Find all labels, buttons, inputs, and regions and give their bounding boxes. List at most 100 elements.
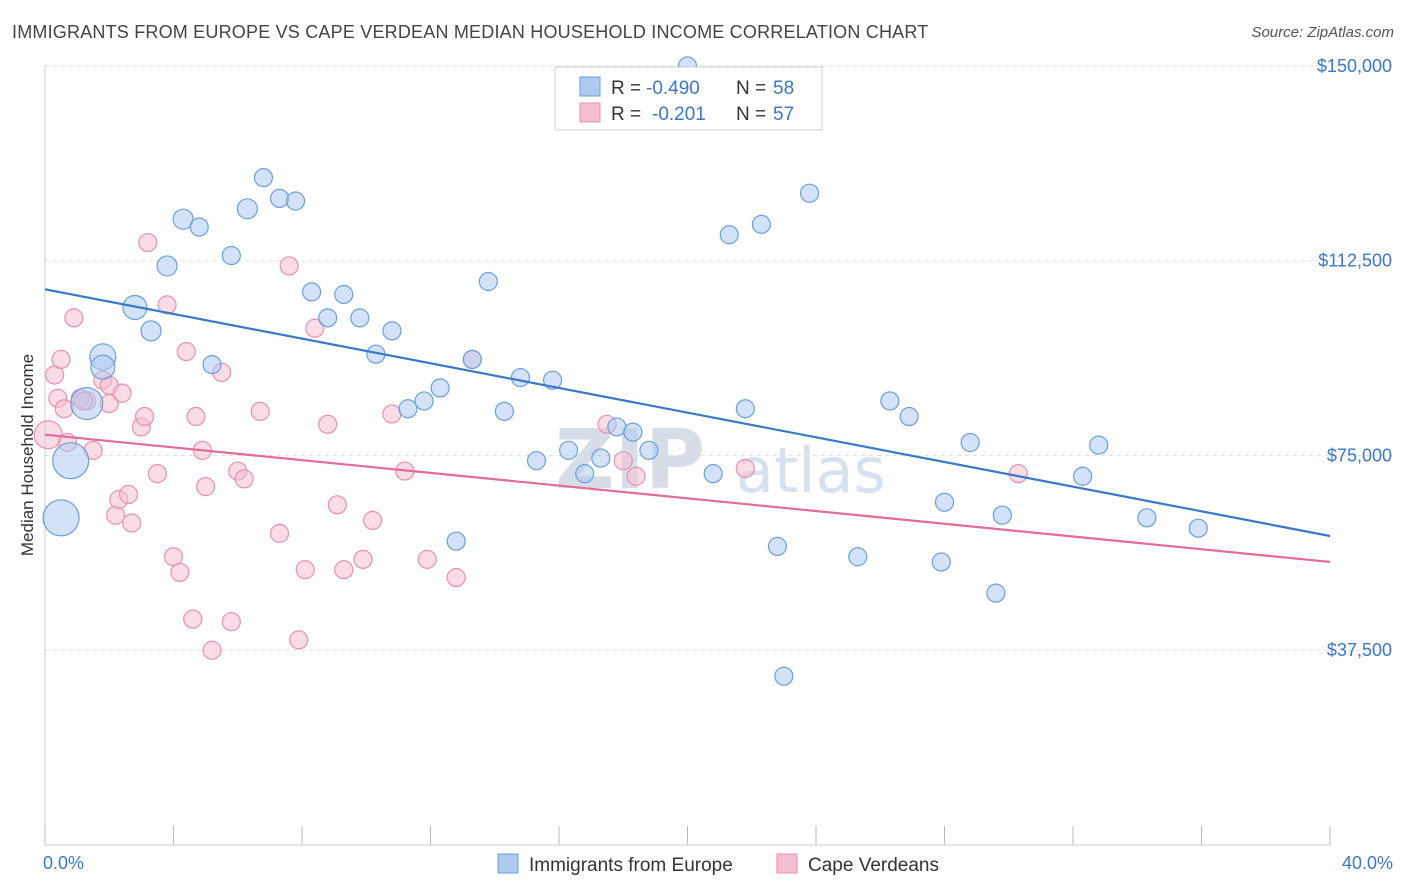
cape-verdean-point-3 bbox=[51, 349, 71, 370]
europe-point-32 bbox=[559, 440, 579, 460]
watermark-atlas: atlas bbox=[736, 434, 886, 507]
europe-point-19 bbox=[350, 308, 370, 328]
cape-verdean-point-35 bbox=[250, 401, 270, 421]
y-tick-label-0: $37,500 bbox=[1327, 640, 1392, 660]
europe-point-25 bbox=[446, 531, 466, 551]
cape-verdean-point-43 bbox=[334, 560, 354, 580]
cape-verdean-point-53 bbox=[626, 466, 646, 486]
europe-point-53 bbox=[1073, 466, 1093, 486]
legend-n-value-1: 58 bbox=[773, 78, 794, 99]
europe-point-7 bbox=[156, 255, 178, 277]
europe-points bbox=[42, 56, 1208, 686]
cape-verdean-point-44 bbox=[353, 549, 373, 569]
europe-point-40 bbox=[735, 399, 755, 419]
cape-verdean-point-22 bbox=[157, 295, 177, 315]
europe-point-14 bbox=[269, 188, 290, 209]
europe-point-29 bbox=[510, 367, 531, 388]
europe-point-12 bbox=[236, 198, 258, 220]
legend-r-value-2: -0.201 bbox=[652, 104, 706, 125]
cape-verdean-point-13 bbox=[106, 505, 126, 525]
europe-point-55 bbox=[1137, 508, 1157, 528]
cape-verdean-point-55 bbox=[1008, 464, 1028, 484]
europe-point-43 bbox=[774, 666, 794, 686]
europe-point-6 bbox=[140, 320, 162, 342]
cape-verdean-point-39 bbox=[295, 560, 315, 580]
cape-verdean-point-38 bbox=[289, 630, 309, 650]
legend-r-label-2: R = bbox=[611, 104, 641, 125]
series-legend-label-europe: Immigrants from Europe bbox=[529, 855, 733, 876]
cape-verdean-point-20 bbox=[138, 232, 158, 253]
cape-verdean-point-34 bbox=[234, 469, 254, 489]
cape-verdean-point-26 bbox=[183, 609, 203, 629]
cape-verdean-point-45 bbox=[363, 510, 383, 531]
cape-verdean-point-49 bbox=[446, 567, 466, 588]
legend-r-label-1: R = bbox=[611, 78, 641, 99]
europe-point-41 bbox=[751, 214, 771, 234]
x-tick-label-1: 40.0% bbox=[1342, 853, 1393, 873]
cape-verdean-point-42 bbox=[327, 495, 347, 515]
europe-point-49 bbox=[934, 492, 955, 512]
europe-point-11 bbox=[221, 245, 241, 266]
axes bbox=[44, 65, 1331, 846]
cape-verdean-point-25 bbox=[176, 342, 196, 362]
cape-verdean-point-54 bbox=[735, 458, 755, 479]
cape-verdean-point-37 bbox=[279, 256, 299, 276]
europe-point-13 bbox=[253, 168, 274, 188]
cape-verdean-point-16 bbox=[118, 484, 139, 505]
europe-point-24 bbox=[430, 378, 450, 398]
europe-point-23 bbox=[414, 391, 434, 411]
europe-point-45 bbox=[848, 547, 868, 567]
europe-point-27 bbox=[478, 271, 498, 292]
cape-verdean-point-52 bbox=[613, 451, 633, 471]
cape-verdean-point-40 bbox=[305, 318, 325, 338]
legend-n-label-1: N = bbox=[736, 78, 766, 99]
europe-point-35 bbox=[607, 417, 627, 437]
cape-verdean-point-17 bbox=[122, 513, 142, 533]
cape-verdean-point-48 bbox=[417, 549, 437, 569]
europe-point-34 bbox=[591, 448, 611, 468]
europe-point-33 bbox=[575, 464, 595, 484]
cape-verdean-point-30 bbox=[202, 640, 222, 660]
europe-point-42 bbox=[767, 536, 788, 556]
source-label: Source: ZipAtlas.com bbox=[1251, 24, 1394, 41]
cape-verdean-point-15 bbox=[112, 383, 132, 403]
stats-legend: R = -0.490 N = 58 R = -0.201 N = 57 bbox=[554, 66, 823, 131]
cape-verdean-point-24 bbox=[170, 562, 190, 582]
series-legend-swatch-cape-verdeans bbox=[776, 853, 798, 874]
europe-point-37 bbox=[639, 440, 659, 460]
europe-point-15 bbox=[285, 191, 306, 211]
legend-swatch-blue bbox=[579, 76, 601, 97]
europe-point-31 bbox=[542, 370, 563, 390]
europe-point-52 bbox=[992, 505, 1012, 525]
europe-point-56 bbox=[1188, 518, 1208, 538]
tick-labels: $37,500 $75,000 $112,500 $150,000 0.0% 40.0% bbox=[43, 56, 1393, 873]
europe-point-9 bbox=[189, 217, 209, 237]
europe-point-36 bbox=[623, 422, 643, 442]
europe-point-1 bbox=[52, 442, 90, 480]
europe-point-16 bbox=[302, 282, 322, 302]
europe-trend-line bbox=[44, 288, 1331, 538]
legend-n-label-2: N = bbox=[736, 104, 766, 125]
series-legend: Immigrants from Europe Cape Verdeans bbox=[497, 853, 939, 876]
y-tick-label-3: $150,000 bbox=[1317, 56, 1392, 76]
europe-point-54 bbox=[1089, 435, 1109, 455]
legend-r-value-1: -0.490 bbox=[646, 78, 700, 99]
europe-point-26 bbox=[462, 349, 482, 370]
europe-point-28 bbox=[494, 401, 514, 421]
europe-point-48 bbox=[931, 552, 951, 572]
cape-verdean-point-21 bbox=[147, 464, 168, 484]
cape-verdean-point-27 bbox=[186, 406, 206, 427]
cape-verdean-trend-line bbox=[44, 433, 1331, 564]
europe-point-47 bbox=[899, 406, 919, 427]
cape-verdean-point-36 bbox=[269, 523, 290, 543]
europe-point-2 bbox=[70, 386, 104, 421]
europe-point-44 bbox=[799, 183, 820, 203]
europe-point-10 bbox=[202, 354, 222, 375]
europe-point-46 bbox=[880, 391, 900, 411]
cape-verdean-point-19 bbox=[134, 406, 155, 427]
y-tick-label-1: $75,000 bbox=[1327, 445, 1392, 465]
cape-verdean-point-41 bbox=[318, 414, 338, 434]
x-tick-label-0: 0.0% bbox=[43, 853, 84, 873]
europe-point-4 bbox=[90, 354, 116, 380]
